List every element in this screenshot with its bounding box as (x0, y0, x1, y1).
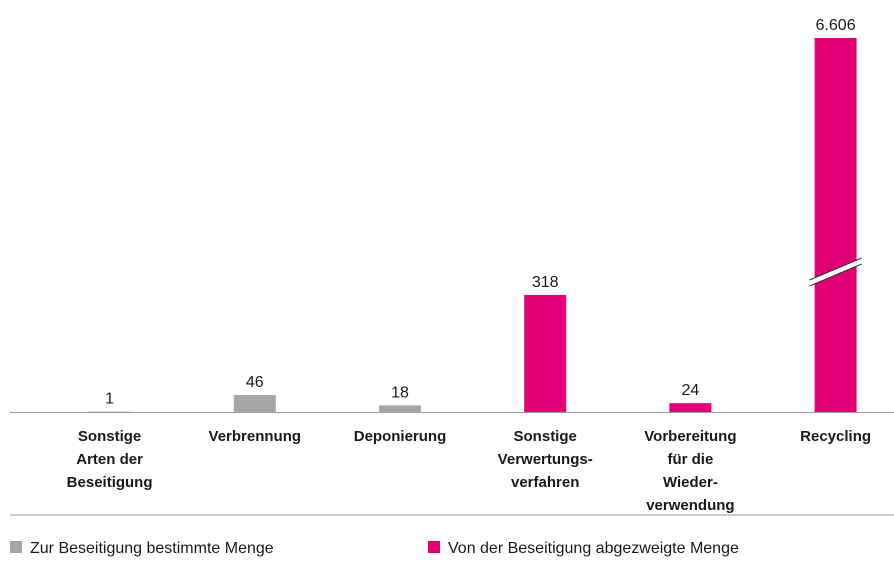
axis-break-line (809, 263, 862, 287)
data-label: 24 (682, 382, 700, 399)
x-tick-label-line: Sonstige (514, 428, 577, 445)
x-tick-label: Recycling (800, 428, 871, 445)
axis-break (809, 257, 862, 287)
x-tick-label-line: für die (667, 451, 713, 468)
data-label: 46 (246, 374, 264, 391)
data-label: 18 (391, 384, 409, 401)
legend-swatch (428, 541, 440, 553)
x-tick-label-line: Recycling (800, 428, 871, 445)
data-label: 1 (105, 391, 114, 408)
bar (379, 405, 421, 412)
x-tick-label-line: Sonstige (78, 428, 141, 445)
x-tick-label-line: Vorbereitung (644, 428, 736, 445)
legend-label: Von der Beseitigung abgezweigte Menge (448, 540, 739, 557)
x-tick-label-line: verfahren (511, 474, 579, 491)
legend-swatch (10, 541, 22, 553)
axis-break-gap (809, 258, 862, 286)
bar (233, 395, 276, 412)
data-label: 6.606 (816, 17, 856, 34)
x-tick-label: Sonstige Verwertungs-verfahren (498, 428, 593, 491)
x-tick-label-line: Beseitigung (67, 474, 153, 491)
x-tick-label-line: Verwertungs- (498, 451, 593, 468)
data-label: 318 (532, 274, 559, 291)
x-tick-label-line: Wieder- (663, 474, 718, 491)
x-tick-label: Deponierung (354, 428, 447, 445)
x-tick-label-line: Deponierung (354, 428, 447, 445)
axis-break-line (809, 257, 862, 281)
bar (669, 403, 712, 412)
x-tick-label-line: verwendung (646, 497, 734, 514)
bar (524, 294, 567, 412)
x-tick-label: Sonstige Arten der Beseitigung (67, 428, 153, 491)
x-tick-label: Vorbereitung für die Wieder-verwendung (644, 428, 736, 514)
legend-label: Zur Beseitigung bestimmte Menge (30, 540, 274, 557)
x-tick-label-line: Arten der (76, 451, 143, 468)
bar (814, 38, 857, 412)
x-tick-label-line: Verbrennung (209, 428, 302, 445)
x-tick-label: Verbrennung (209, 428, 302, 445)
